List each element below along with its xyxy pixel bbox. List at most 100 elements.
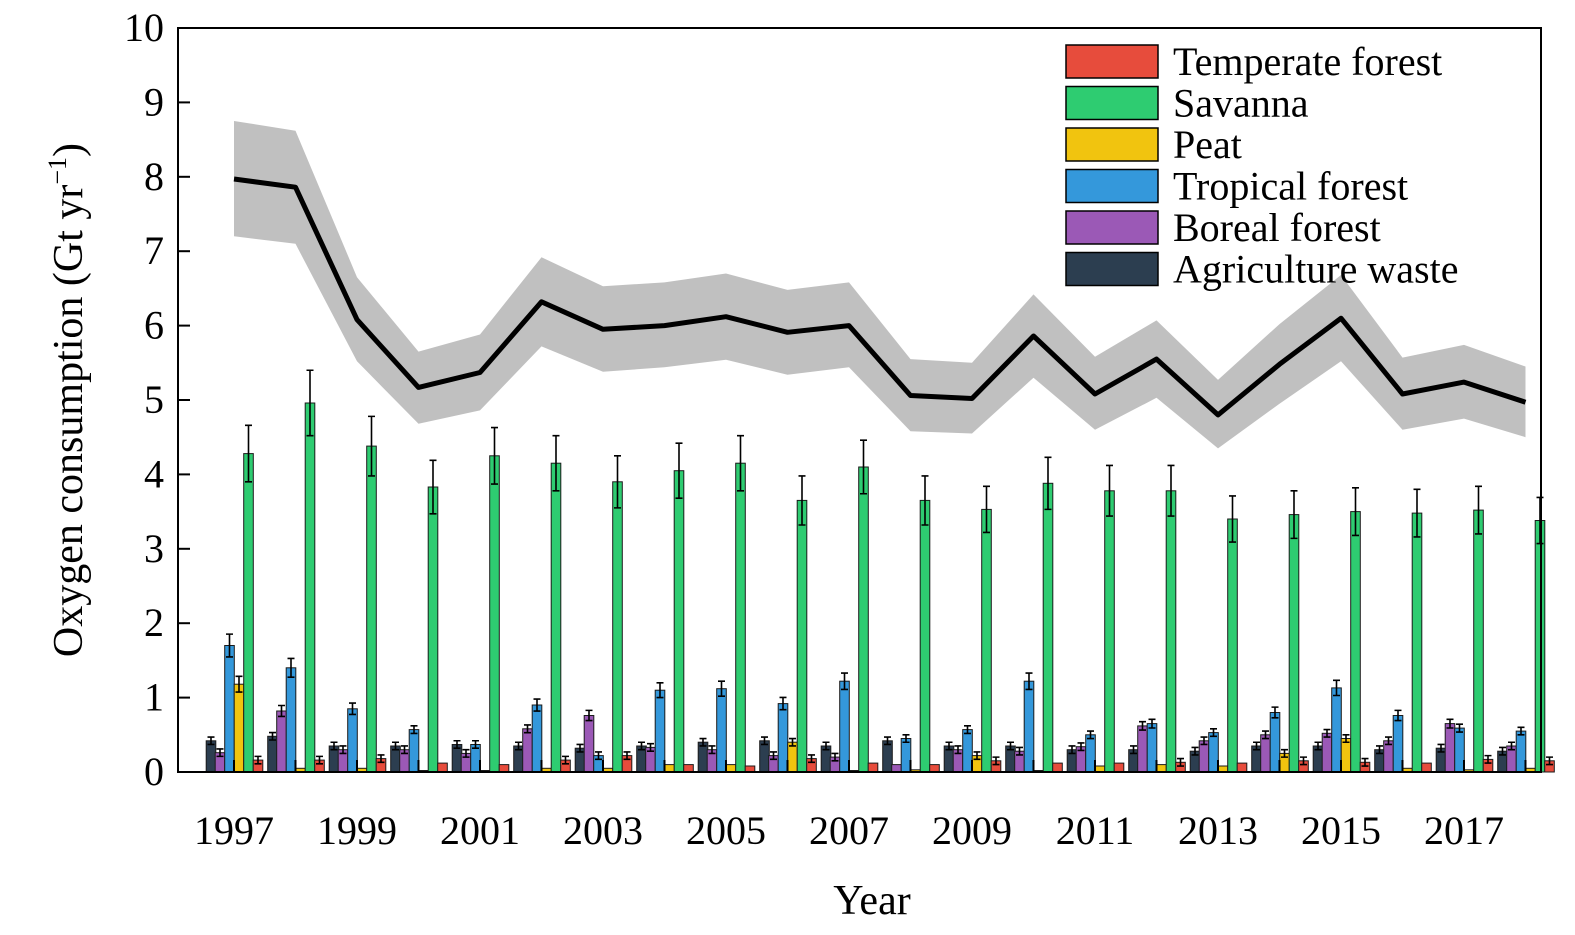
legend-label-savanna: Savanna <box>1173 81 1309 126</box>
legend-label-agriculture-waste: Agriculture waste <box>1173 247 1458 292</box>
errorbar-savanna-1999 <box>368 415 375 477</box>
errorbar-boreal-forest-2016 <box>1385 736 1392 746</box>
errorbar-tropical-forest-2004 <box>656 681 664 699</box>
errorbar-temperate-forest-1998 <box>316 755 323 765</box>
bar-savanna-2004 <box>673 470 685 773</box>
bar-boreal-forest-2017 <box>1444 723 1456 773</box>
errorbar-tropical-forest-2000 <box>410 724 418 735</box>
bar-temperate-forest-2010 <box>1052 762 1063 773</box>
errorbar-tropical-forest-2003 <box>595 751 602 761</box>
bar-tropical-forest-2011 <box>1085 734 1096 773</box>
legend-label-temperate-forest: Temperate forest <box>1173 39 1442 84</box>
errorbar-tropical-forest-2005 <box>718 680 725 697</box>
bar-layer <box>205 369 1555 773</box>
errorbar-peat-2015 <box>1342 734 1350 744</box>
bar-tropical-forest-2017 <box>1454 727 1465 773</box>
errorbar-temperate-forest-2017 <box>1484 754 1492 764</box>
bar-tropical-forest-2014 <box>1269 712 1281 773</box>
errorbar-boreal-forest-2017 <box>1446 718 1454 729</box>
bar-savanna-1997 <box>243 453 254 773</box>
x-tick-label-2001: 2001 <box>440 808 520 853</box>
errorbar-tropical-forest-2006 <box>779 696 787 711</box>
y-axis-title: Oxygen consumption (Gt yr−1) <box>43 143 92 657</box>
bar-agriculture-waste-1998 <box>267 735 278 773</box>
errorbar-boreal-forest-2006 <box>770 751 777 761</box>
errorbar-tropical-forest-2013 <box>1210 728 1217 738</box>
bar-savanna-1998 <box>304 402 316 773</box>
bar-peat-1997 <box>233 683 245 773</box>
errorbar-tropical-forest-2008 <box>902 734 910 744</box>
total-uncertainty-band-layer <box>234 121 1526 449</box>
errorbar-tropical-forest-2014 <box>1271 706 1279 719</box>
errorbar-agriculture-waste-2000 <box>392 741 399 751</box>
bar-tropical-forest-2015 <box>1331 687 1342 773</box>
legend-swatch-boreal-forest <box>1065 210 1159 245</box>
errorbar-savanna-2016 <box>1413 488 1421 538</box>
errorbar-agriculture-waste-2001 <box>453 739 461 749</box>
errorbar-agriculture-waste-2013 <box>1191 746 1199 756</box>
errorbar-savanna-2007 <box>860 439 867 495</box>
errorbar-temperate-forest-1999 <box>377 754 385 764</box>
y-tick-label-7: 7 <box>144 228 164 273</box>
errorbar-agriculture-waste-2008 <box>884 736 891 746</box>
x-tick-label-2005: 2005 <box>686 808 766 853</box>
errorbar-savanna-2015 <box>1352 486 1359 537</box>
bar-temperate-forest-2016 <box>1421 762 1432 773</box>
x-tick-label-1997: 1997 <box>194 808 274 853</box>
bar-tropical-forest-2000 <box>408 729 420 773</box>
errorbar-temperate-forest-2015 <box>1361 757 1369 767</box>
axes: 0 1 2 3 4 5 6 7 8 9 10 1997 1999 2001 2003 2005 2007 2009… <box>124 5 1542 853</box>
errorbar-boreal-forest-2002 <box>524 724 531 734</box>
errorbar-agriculture-waste-2014 <box>1253 741 1260 751</box>
y-tick-label-0: 0 <box>144 749 164 794</box>
y-tick-label-1: 1 <box>144 675 164 720</box>
bar-savanna-1999 <box>366 445 377 773</box>
x-tick-label-2007: 2007 <box>809 808 889 853</box>
errorbar-agriculture-waste-2002 <box>515 741 522 751</box>
errorbar-savanna-2012 <box>1167 464 1175 517</box>
errorbar-tropical-forest-2010 <box>1025 672 1033 691</box>
bar-savanna-2010 <box>1042 482 1054 773</box>
errorbar-peat-2014 <box>1281 748 1288 758</box>
errorbar-boreal-forest-2013 <box>1200 736 1208 746</box>
bar-savanna-2017 <box>1473 509 1484 773</box>
bar-peat-2012 <box>1156 764 1167 773</box>
y-axis-title-superscript: −1 <box>43 157 72 185</box>
errorbar-tropical-forest-1999 <box>349 702 356 716</box>
bar-temperate-forest-2007 <box>867 762 879 773</box>
bar-tropical-forest-2016 <box>1392 715 1404 773</box>
bar-savanna-2000 <box>427 486 439 773</box>
errorbar-savanna-2008 <box>921 475 929 526</box>
bar-tropical-forest-2004 <box>654 689 666 773</box>
errorbar-tropical-forest-2015 <box>1333 679 1340 697</box>
errorbar-boreal-forest-2015 <box>1323 728 1331 738</box>
bar-boreal-forest-2015 <box>1321 732 1333 773</box>
bar-savanna-2005 <box>735 462 746 773</box>
y-tick-label-4: 4 <box>144 451 164 496</box>
y-axis-title-close: ) <box>46 143 92 157</box>
errorbar-boreal-forest-2009 <box>954 745 962 755</box>
errorbar-peat-2006 <box>789 737 796 747</box>
bar-boreal-forest-2012 <box>1137 725 1148 773</box>
bar-tropical-forest-1999 <box>347 708 358 773</box>
errorbar-savanna-2009 <box>983 485 990 534</box>
bar-savanna-2003 <box>612 481 623 773</box>
x-tick-label-2013: 2013 <box>1178 808 1258 853</box>
errorbar-savanna-2005 <box>737 434 744 492</box>
bar-temperate-forest-2013 <box>1236 762 1248 773</box>
bar-agriculture-waste-2006 <box>759 740 770 773</box>
errorbar-agriculture-waste-2018 <box>1499 746 1506 756</box>
errorbar-agriculture-waste-2007 <box>822 741 830 751</box>
legend-label-tropical-forest: Tropical forest <box>1173 164 1408 209</box>
errorbar-boreal-forest-2010 <box>1016 746 1023 756</box>
errorbar-tropical-forest-2007 <box>841 672 848 691</box>
y-tick-label-2: 2 <box>144 600 164 645</box>
bar-tropical-forest-2008 <box>900 738 912 773</box>
errorbar-tropical-forest-1998 <box>287 657 295 679</box>
errorbar-boreal-forest-1997 <box>216 748 224 758</box>
errorbar-agriculture-waste-1999 <box>330 741 338 751</box>
bar-temperate-forest-2001 <box>498 764 510 773</box>
errorbar-agriculture-waste-2009 <box>945 741 953 751</box>
errorbar-temperate-forest-2003 <box>623 751 631 761</box>
